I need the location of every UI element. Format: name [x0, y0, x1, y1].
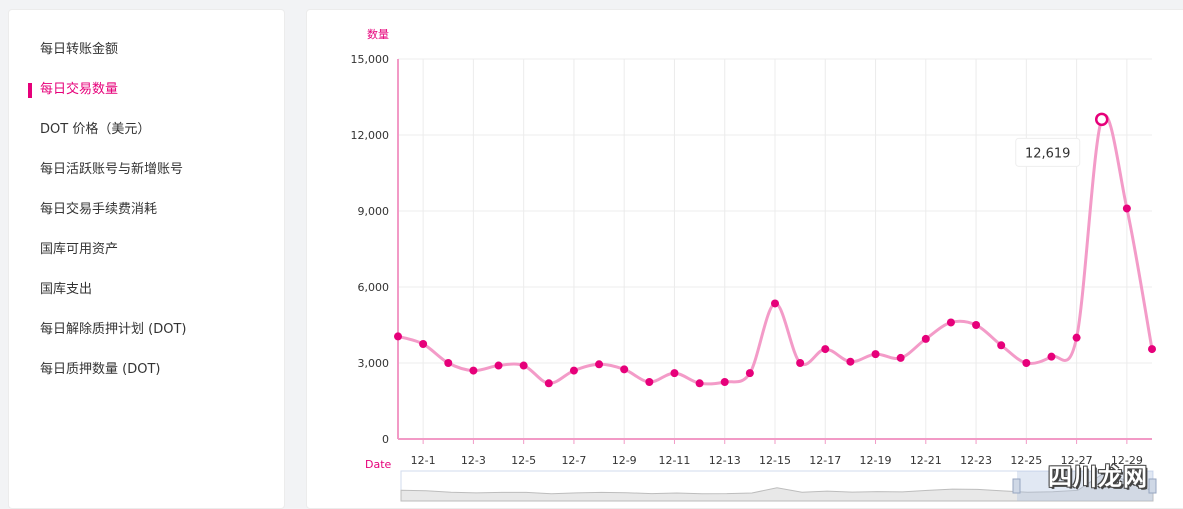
data-point-30[interactable]	[1148, 345, 1156, 354]
x-tick-label-5: 12-11	[658, 454, 690, 467]
data-point-2[interactable]	[444, 359, 453, 367]
zoom-slider-preview	[400, 473, 1154, 502]
y-tick-label-0: 0	[382, 433, 389, 446]
x-tick-label-11: 12-23	[960, 454, 992, 467]
x-tick-label-6: 12-13	[709, 454, 741, 467]
sidebar-item-7[interactable]: 每日解除质押计划 (DOT)	[9, 315, 284, 345]
data-point-13[interactable]	[720, 378, 729, 386]
data-point-0[interactable]	[394, 332, 402, 341]
sidebar-item-2[interactable]: DOT 价格（美元）	[9, 115, 284, 145]
y-tick-label-3: 9,000	[358, 205, 390, 218]
data-point-9[interactable]	[620, 365, 629, 374]
sidebar-item-1[interactable]: 每日交易数量	[9, 75, 284, 105]
zoom-handle-right[interactable]	[1148, 478, 1157, 494]
sidebar-item-label: DOT 价格（美元）	[40, 122, 151, 137]
data-point-16[interactable]	[796, 359, 805, 367]
sidebar-item-0[interactable]: 每日转账金额	[9, 35, 284, 65]
x-tick-label-8: 12-17	[809, 454, 841, 467]
sidebar-item-4[interactable]: 每日交易手续费消耗	[9, 195, 284, 225]
sidebar-item-8[interactable]: 每日质押数量 (DOT)	[9, 355, 284, 385]
data-point-24[interactable]	[997, 341, 1006, 350]
data-point-21[interactable]	[921, 334, 930, 343]
data-point-1[interactable]	[419, 340, 428, 348]
sidebar-item-label: 每日交易数量	[40, 82, 119, 97]
sidebar-item-label: 每日转账金额	[40, 42, 119, 57]
x-tick-label-2: 12-5	[511, 454, 536, 467]
data-point-28[interactable]	[1094, 112, 1109, 127]
y-tick-label-1: 3,000	[358, 357, 390, 370]
sidebar-item-label: 每日质押数量 (DOT)	[40, 362, 161, 377]
x-tick-label-12: 12-25	[1010, 454, 1042, 467]
y-tick-label-4: 12,000	[351, 129, 390, 142]
line-chart: 0 3,000 6,000 9,000 12,000 15,000 12-1 12-3 12-5…	[351, 28, 1157, 502]
data-point-15[interactable]	[771, 299, 779, 308]
sidebar-item-label: 每日交易手续费消耗	[40, 202, 158, 217]
x-axis-label: Date	[365, 458, 392, 471]
sidebar-item-label: 每日活跃账号与新增账号	[40, 162, 184, 177]
data-point-14[interactable]	[745, 369, 754, 378]
data-point-5[interactable]	[519, 361, 528, 370]
x-tick-label-9: 12-19	[860, 454, 892, 467]
data-point-25[interactable]	[1022, 359, 1031, 367]
data-point-26[interactable]	[1047, 352, 1056, 361]
data-point-10[interactable]	[645, 378, 654, 386]
data-point-3[interactable]	[469, 366, 478, 375]
zoom-slider-selection[interactable]	[1017, 471, 1153, 501]
x-tick-label-4: 12-9	[612, 454, 637, 467]
y-axis-label: 数量	[367, 28, 389, 41]
y-tick-label-2: 6,000	[358, 281, 390, 294]
data-point-18[interactable]	[846, 357, 855, 366]
x-tick-label-0: 12-1	[411, 454, 436, 467]
sidebar-item-6[interactable]: 国库支出	[9, 275, 284, 305]
x-tick-label-7: 12-15	[759, 454, 791, 467]
sidebar-menu: 每日转账金额 每日交易数量 DOT 价格（美元） 每日活跃账号与新增账号 每日交易手续费…	[8, 9, 285, 509]
data-point-11[interactable]	[670, 369, 679, 378]
x-tick-label-14: 12-29	[1111, 454, 1143, 467]
x-tick-label-10: 12-21	[910, 454, 942, 467]
active-indicator	[28, 83, 32, 98]
data-point-12[interactable]	[695, 379, 704, 388]
sidebar-item-3[interactable]: 每日活跃账号与新增账号	[9, 155, 284, 185]
data-point-27[interactable]	[1072, 333, 1081, 342]
x-tick-label-13: 12-27	[1061, 454, 1093, 467]
tooltip-value: 12,619	[1025, 146, 1071, 161]
x-tick-label-3: 12-7	[561, 454, 586, 467]
sidebar-item-label: 国库可用资产	[40, 242, 119, 257]
sidebar-item-5[interactable]: 国库可用资产	[9, 235, 284, 265]
zoom-handle-left[interactable]	[1012, 478, 1021, 494]
data-point-4[interactable]	[494, 361, 503, 370]
data-point-22[interactable]	[946, 318, 955, 327]
data-point-6[interactable]	[544, 379, 553, 388]
data-point-19[interactable]	[871, 350, 880, 359]
data-point-29[interactable]	[1122, 204, 1131, 213]
data-point-17[interactable]	[821, 345, 830, 354]
data-point-8[interactable]	[595, 360, 604, 369]
sidebar-item-label: 国库支出	[40, 282, 93, 297]
sidebar-item-label: 每日解除质押计划 (DOT)	[40, 322, 187, 337]
y-tick-label-5: 15,000	[351, 53, 390, 66]
data-point-20[interactable]	[896, 353, 905, 362]
series-line	[397, 114, 1154, 386]
data-point-7[interactable]	[569, 366, 578, 375]
watermark-logo: 四川龙网	[1048, 463, 1148, 491]
x-tick-label-1: 12-3	[461, 454, 486, 467]
data-point-23[interactable]	[972, 321, 981, 329]
tooltip-box	[1015, 137, 1081, 167]
chart-panel: 0 3,000 6,000 9,000 12,000 15,000 12-1 12-3 12-5…	[306, 9, 1183, 509]
